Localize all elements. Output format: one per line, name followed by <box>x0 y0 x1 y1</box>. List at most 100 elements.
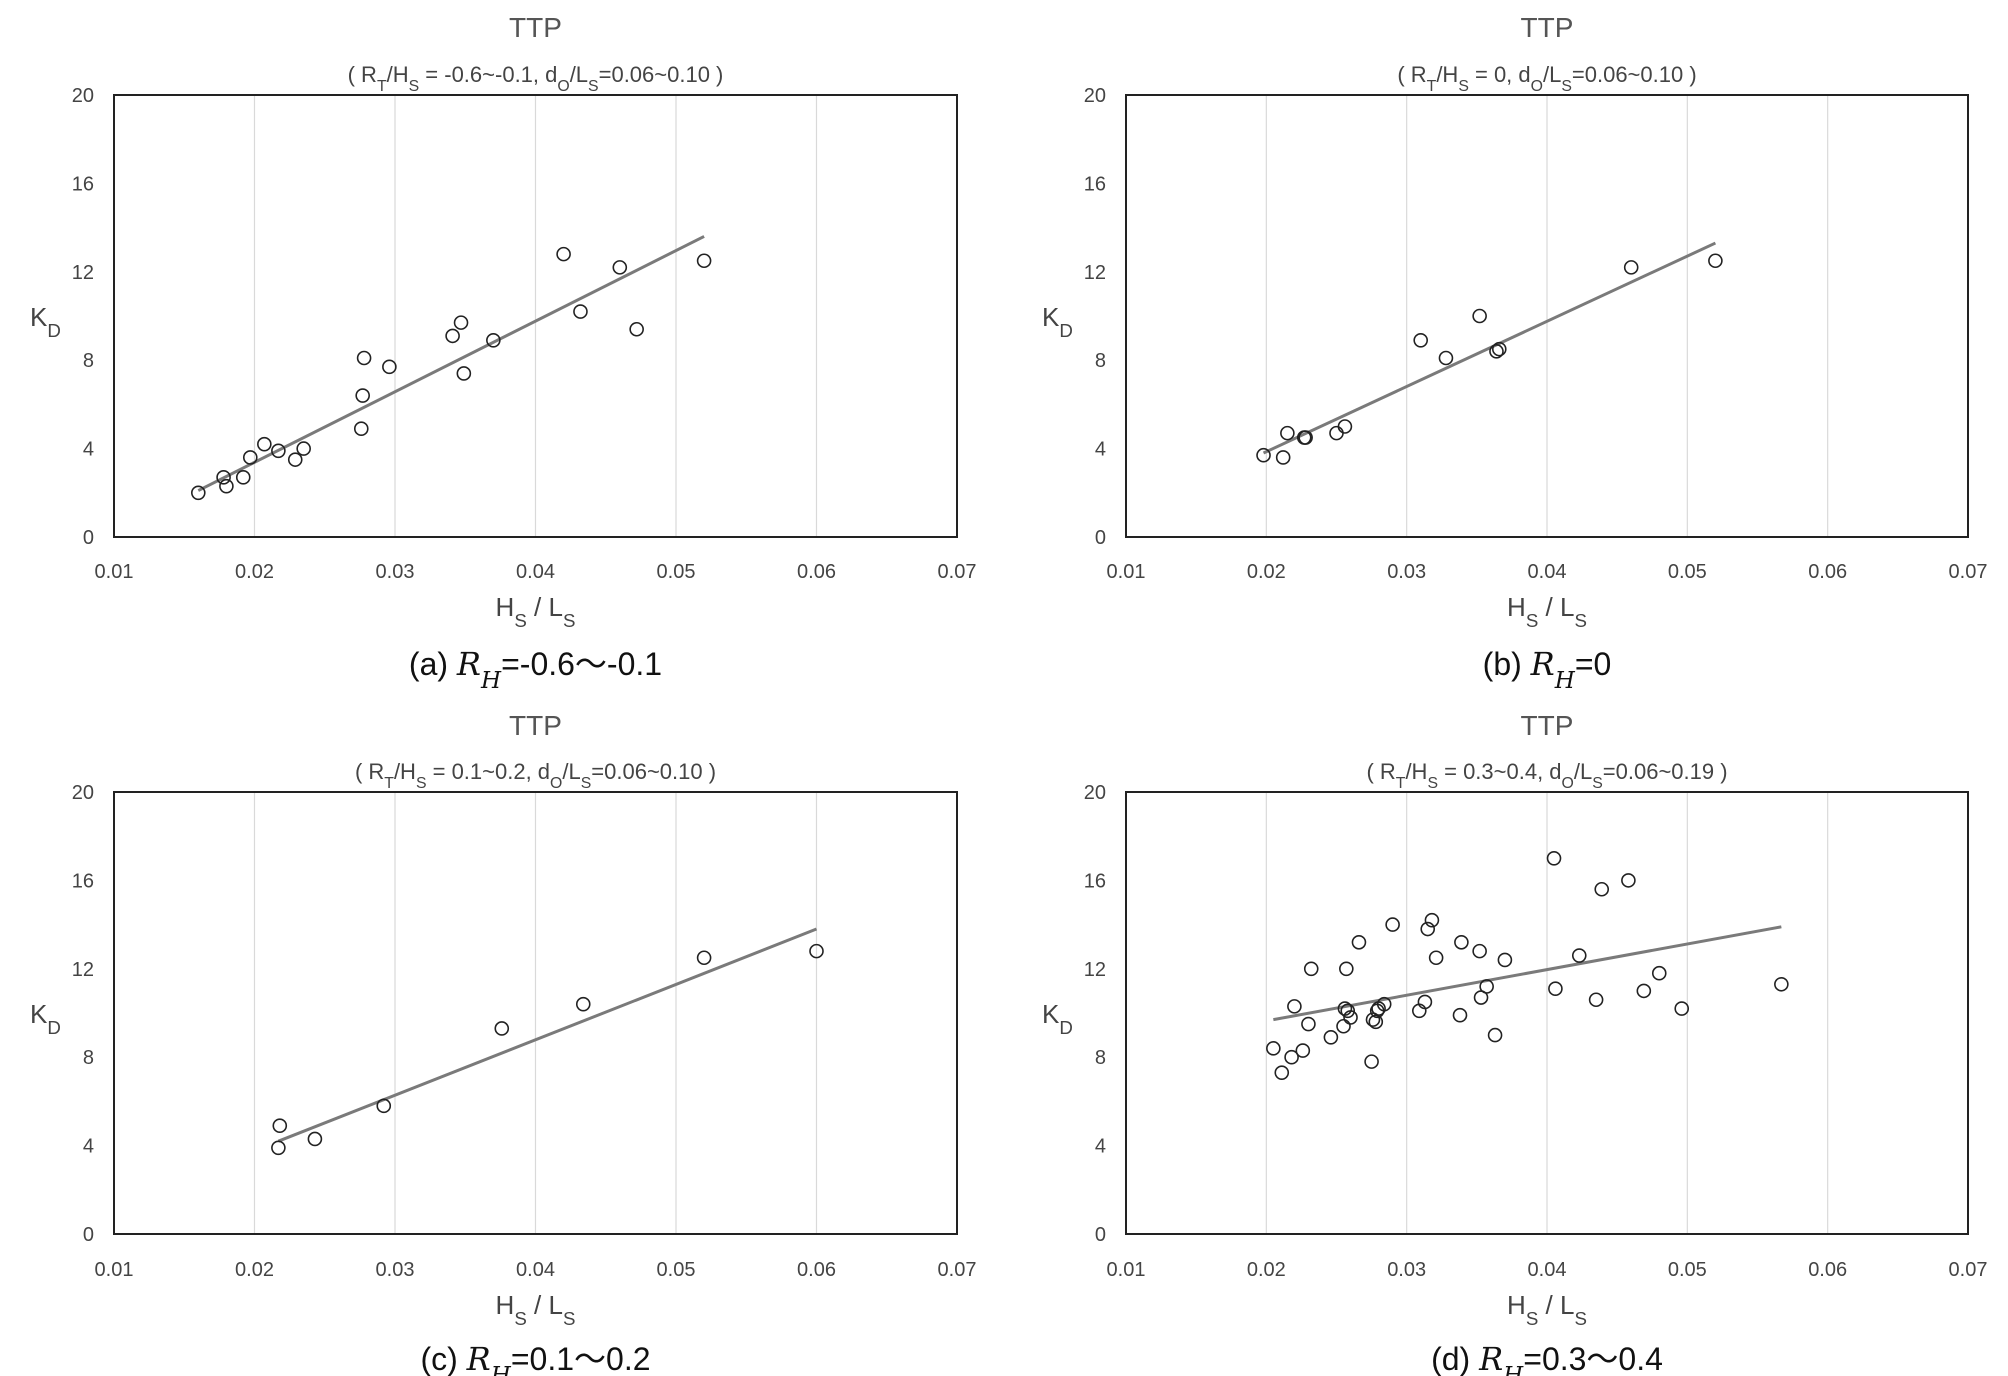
x-tick-label: 0.07 <box>1949 1259 1988 1281</box>
plot-frame <box>113 94 958 538</box>
data-point <box>1774 976 1789 992</box>
subtitle-part: /L <box>562 759 580 784</box>
data-point <box>809 943 824 959</box>
x-axis-label-subscript: S <box>563 1308 575 1329</box>
x-tick-label: 0.06 <box>797 1259 836 1281</box>
x-tick-label: 0.03 <box>1387 561 1426 583</box>
data-point <box>494 1021 510 1036</box>
y-tick-label: 20 <box>1084 85 1106 107</box>
data-point <box>486 333 501 348</box>
data-point <box>445 328 460 344</box>
x-axis-label-subscript: S <box>514 610 526 631</box>
data-point <box>1266 1041 1281 1056</box>
data-point <box>272 1118 288 1134</box>
x-tick-label: 0.02 <box>1247 561 1286 583</box>
data-point <box>1280 425 1295 441</box>
x-axis-label-part: / L <box>1538 592 1574 622</box>
x-tick-label: 0.03 <box>376 561 415 583</box>
data-point <box>1301 1016 1316 1032</box>
trendline <box>1262 241 1717 455</box>
data-point <box>612 260 628 275</box>
y-tick-label: 20 <box>1084 782 1106 804</box>
panel-a: TTP( RT/HS = -0.6~-0.1, dO/LS=0.06~0.10 … <box>30 12 976 694</box>
x-axis-label-part: H <box>496 1290 515 1320</box>
data-point <box>1323 1030 1339 1045</box>
x-axis-label-part: H <box>1507 1290 1526 1320</box>
data-point <box>573 304 588 319</box>
x-tick-label: 0.05 <box>1668 561 1707 583</box>
data-point <box>1571 948 1587 963</box>
data-point <box>296 441 311 456</box>
subtitle-subscript: T <box>1396 775 1406 792</box>
subtitle-part: =0.06~0.10 ) <box>591 759 716 784</box>
chart-subtitle: ( RT/HS = -0.6~-0.1, dO/LS=0.06~0.10 ) <box>348 62 724 95</box>
x-axis-label-subscript: S <box>563 610 575 631</box>
y-tick-label: 12 <box>72 959 94 981</box>
subtitle-part: ( R <box>1397 62 1426 87</box>
caption-part: =0.3～0.4 <box>1523 1341 1663 1376</box>
subtitle-part: /H <box>387 62 409 87</box>
data-point <box>1287 999 1302 1014</box>
data-point <box>356 350 372 366</box>
subtitle-subscript: S <box>1592 775 1603 792</box>
y-axis-label-part: K <box>1042 999 1060 1029</box>
caption-part: (d) <box>1431 1341 1479 1376</box>
trendline <box>1273 925 1782 1022</box>
plot-frame <box>1125 94 1969 538</box>
data-point <box>575 996 591 1012</box>
data-point <box>1674 1001 1690 1016</box>
x-axis-label-subscript: S <box>514 1308 526 1329</box>
y-tick-label: 20 <box>72 782 94 804</box>
subtitle-subscript: T <box>1427 78 1437 95</box>
caption-variable: R <box>466 1340 491 1376</box>
data-point <box>1256 447 1271 463</box>
data-point <box>235 470 251 485</box>
y-axis-label: KD <box>1042 302 1073 341</box>
x-tick-label: 0.02 <box>235 1259 274 1281</box>
subtitle-part: = 0.1~0.2, d <box>427 759 551 784</box>
data-point <box>1329 425 1344 441</box>
y-tick-label: 0 <box>1095 1224 1106 1246</box>
y-tick-label: 16 <box>1084 870 1106 892</box>
x-axis-label: HS / LS <box>1507 592 1587 631</box>
data-point <box>1295 1043 1311 1058</box>
data-point <box>219 478 234 494</box>
plot-frame <box>113 791 958 1235</box>
x-tick-label: 0.04 <box>1528 1259 1567 1281</box>
data-point <box>1274 1065 1290 1080</box>
y-tick-label: 16 <box>72 173 94 195</box>
subtitle-subscript: S <box>1458 78 1469 95</box>
x-axis-label-subscript: S <box>1526 610 1538 631</box>
caption-subscript: H <box>1554 668 1576 694</box>
subtitle-subscript: S <box>1561 78 1572 95</box>
y-axis-label: KD <box>30 999 61 1038</box>
y-tick-label: 16 <box>1084 173 1106 195</box>
caption-part: =-0.6～-0.1 <box>501 646 662 682</box>
subtitle-part: /L <box>570 62 588 87</box>
data-point <box>271 1140 286 1156</box>
x-tick-label: 0.05 <box>657 561 696 583</box>
data-point <box>1337 419 1353 434</box>
subtitle-subscript: T <box>384 775 394 792</box>
subtitle-subscript: S <box>588 78 599 95</box>
caption-variable: R <box>1478 1340 1503 1376</box>
subtitle-part: = 0, d <box>1469 62 1531 87</box>
data-point <box>1351 934 1367 950</box>
caption-subscript: H <box>480 668 502 694</box>
data-point <box>629 321 644 337</box>
caption-variable: R <box>456 645 481 683</box>
x-tick-label: 0.04 <box>1528 561 1567 583</box>
subtitle-subscript: S <box>581 775 592 792</box>
panel-caption: (a) RH=-0.6～-0.1 <box>409 645 662 694</box>
x-tick-label: 0.01 <box>1107 1259 1146 1281</box>
x-axis-label-subscript: S <box>1574 1308 1586 1329</box>
data-point <box>1708 253 1723 269</box>
data-point <box>1420 921 1436 937</box>
y-axis-label: KD <box>30 302 61 341</box>
data-point <box>1368 1014 1384 1030</box>
data-point <box>456 366 472 381</box>
y-tick-label: 8 <box>1095 350 1106 372</box>
y-tick-label: 12 <box>1084 959 1106 981</box>
data-point <box>191 485 206 501</box>
data-point <box>1340 1003 1356 1019</box>
